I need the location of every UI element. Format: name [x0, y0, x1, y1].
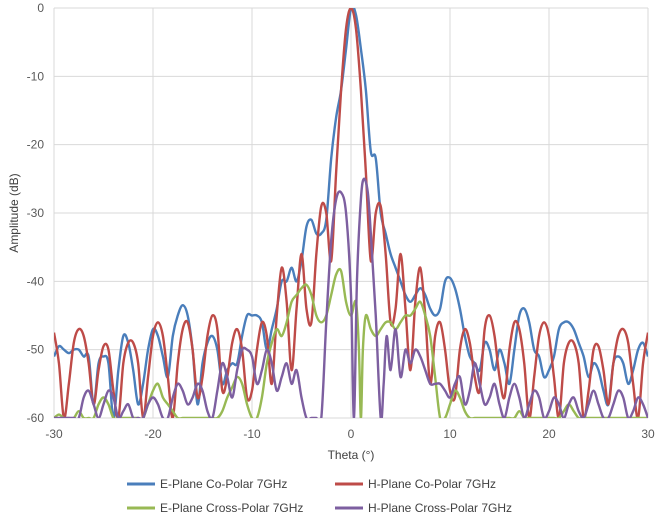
series-group: [54, 8, 648, 418]
x-axis-ticks: -30 -20 -10 0 10 20 30: [45, 427, 655, 441]
legend-item: E-Plane Co-Polar 7GHz: [127, 477, 287, 491]
y-axis-title: Amplitude (dB): [7, 173, 21, 252]
x-tick-label: 10: [443, 427, 457, 441]
gridlines: [53, 7, 649, 419]
legend-label: H-Plane Co-Polar 7GHz: [368, 477, 496, 491]
x-axis-title: Theta (°): [328, 448, 375, 462]
series-line-h-plane-co-polar-7ghz: [54, 8, 648, 418]
legend-label: E-Plane Co-Polar 7GHz: [160, 477, 287, 491]
y-axis-ticks: 0 -10 -20 -30 -40 -50 -60: [27, 1, 45, 425]
x-tick-label: 20: [542, 427, 556, 441]
x-tick-label: -10: [243, 427, 261, 441]
y-tick-label: -50: [27, 343, 45, 357]
series-line-h-plane-cross-polar-7ghz: [54, 177, 648, 418]
y-tick-label: -30: [27, 206, 45, 220]
legend-item: H-Plane Cross-Polar 7GHz: [335, 501, 512, 515]
legend-label: E-Plane Cross-Polar 7GHz: [160, 501, 303, 515]
y-tick-label: -60: [27, 411, 45, 425]
y-tick-label: -20: [27, 138, 45, 152]
series-line-e-plane-co-polar-7ghz: [54, 8, 648, 418]
legend: E-Plane Co-Polar 7GHz H-Plane Co-Polar 7G…: [127, 477, 512, 515]
y-tick-label: 0: [37, 1, 44, 15]
x-tick-label: 30: [641, 427, 655, 441]
legend-label: H-Plane Cross-Polar 7GHz: [368, 501, 512, 515]
y-tick-label: -10: [27, 69, 45, 83]
x-tick-label: -30: [45, 427, 63, 441]
x-tick-label: -20: [144, 427, 162, 441]
x-tick-label: 0: [348, 427, 355, 441]
legend-item: E-Plane Cross-Polar 7GHz: [127, 501, 303, 515]
legend-item: H-Plane Co-Polar 7GHz: [335, 477, 496, 491]
y-tick-label: -40: [27, 274, 45, 288]
